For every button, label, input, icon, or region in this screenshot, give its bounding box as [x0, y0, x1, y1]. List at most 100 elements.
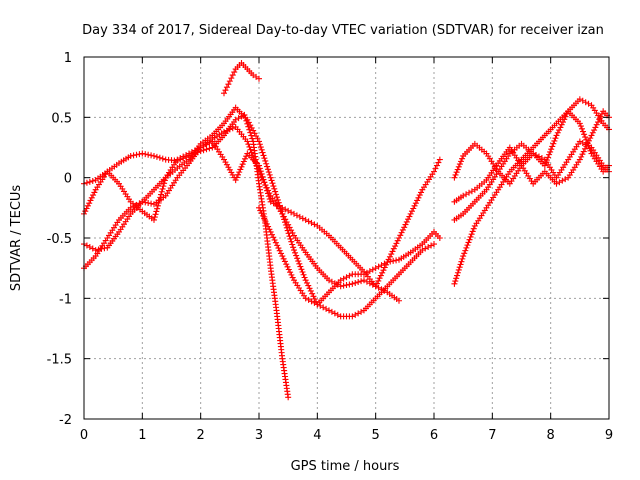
data-point	[289, 274, 296, 281]
data-point	[454, 269, 461, 276]
data-point	[264, 190, 271, 197]
data-point	[542, 159, 549, 166]
data-point	[283, 261, 290, 268]
data-point	[264, 187, 271, 194]
data-point	[161, 177, 168, 184]
data-point	[582, 145, 589, 152]
data-point	[326, 307, 332, 314]
data-point	[393, 257, 400, 264]
data-point	[258, 146, 265, 153]
data-point	[269, 180, 276, 187]
data-point	[586, 145, 593, 152]
data-point	[232, 177, 239, 184]
data-point	[86, 200, 93, 207]
data-point	[264, 163, 271, 170]
data-point	[580, 128, 587, 135]
data-point	[406, 213, 413, 220]
data-point	[257, 207, 264, 214]
data-point	[272, 188, 279, 195]
data-point	[271, 237, 278, 244]
data-point	[334, 311, 341, 318]
data-point	[416, 192, 423, 199]
y-tick-labels: 1 0.5 0 -0.5 -1 -1.5 -2	[47, 51, 72, 428]
data-point	[262, 218, 269, 225]
data-point	[451, 280, 458, 287]
data-point	[305, 282, 312, 289]
data-point	[256, 141, 263, 148]
data-point	[297, 263, 304, 270]
data-point	[260, 176, 267, 183]
data-point	[576, 120, 583, 127]
data-point	[228, 75, 235, 82]
data-point	[256, 165, 263, 172]
data-point	[91, 189, 98, 196]
data-point	[158, 188, 165, 195]
data-point	[355, 310, 362, 317]
data-point	[291, 210, 297, 217]
data-point	[223, 127, 230, 134]
data-point	[145, 200, 152, 207]
data-point	[352, 311, 359, 318]
data-point	[226, 78, 233, 85]
data-point	[86, 178, 93, 185]
data-point	[145, 151, 152, 158]
data-point	[559, 119, 566, 126]
data-point	[310, 293, 317, 300]
data-point	[431, 168, 437, 175]
data-point	[592, 124, 599, 131]
data-point	[299, 269, 306, 276]
data-point	[387, 258, 394, 265]
data-point	[288, 271, 295, 278]
data-point	[415, 194, 422, 201]
data-point	[270, 183, 277, 190]
data-point	[305, 218, 312, 225]
data-point	[466, 236, 473, 243]
data-point	[84, 202, 91, 209]
series-track-e	[81, 138, 443, 290]
data-point	[456, 161, 463, 168]
data-point	[229, 125, 236, 132]
data-point	[452, 171, 459, 178]
data-point	[558, 121, 565, 128]
data-point	[355, 279, 362, 286]
data-point	[281, 258, 288, 265]
data-point	[301, 274, 308, 281]
data-point	[422, 245, 429, 252]
data-point	[557, 124, 564, 131]
series-track-j	[451, 108, 612, 205]
data-point	[559, 177, 566, 184]
data-point	[86, 244, 93, 251]
data-point	[346, 281, 353, 288]
data-point	[454, 272, 461, 279]
data-point	[461, 250, 468, 257]
data-point	[552, 135, 559, 142]
data-point	[459, 255, 466, 262]
data-point	[470, 225, 477, 232]
data-point	[394, 237, 401, 244]
x-tick-label: 8	[547, 428, 555, 443]
data-point	[358, 308, 365, 315]
data-point	[92, 247, 99, 254]
data-point	[259, 173, 266, 180]
data-point	[412, 200, 419, 207]
x-tick-label: 3	[255, 428, 263, 443]
data-point	[89, 177, 96, 184]
data-point	[410, 205, 417, 212]
x-tick-label: 4	[313, 428, 321, 443]
y-tick-label: 0.5	[51, 111, 72, 126]
data-point	[247, 146, 254, 153]
data-point	[154, 202, 161, 209]
data-point	[589, 129, 596, 136]
data-point	[399, 226, 406, 233]
data-point	[459, 155, 466, 162]
data-point	[580, 148, 587, 155]
data-point	[238, 163, 245, 170]
data-point	[305, 296, 312, 303]
data-point	[241, 111, 248, 118]
y-tick-label: 1	[64, 51, 72, 66]
data-point	[302, 216, 309, 223]
data-point	[264, 166, 271, 173]
data-point	[158, 191, 164, 198]
data-point	[585, 100, 592, 107]
